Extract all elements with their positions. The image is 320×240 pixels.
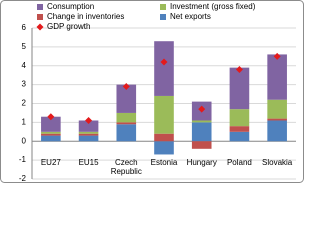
bar-segment xyxy=(116,84,137,113)
legend-label: GDP growth xyxy=(47,22,90,31)
legend-label: Change in inventories xyxy=(47,12,124,21)
y-tick-label: -1 xyxy=(19,155,27,164)
bar-segment xyxy=(267,120,287,142)
legend-swatch xyxy=(36,23,44,31)
gdp-marker xyxy=(122,83,130,91)
legend-swatch xyxy=(160,4,166,10)
legend-label: Net exports xyxy=(170,12,211,21)
bar-segment xyxy=(229,109,250,127)
bar-segment xyxy=(116,122,137,125)
bar-segment xyxy=(116,112,137,123)
bar-segment xyxy=(41,135,61,142)
y-tick-label: 4 xyxy=(22,61,27,70)
bar-segment xyxy=(191,120,212,123)
x-tick-label: Czech Republic xyxy=(111,158,142,176)
bar-segment xyxy=(154,41,174,96)
bar-segment xyxy=(78,120,99,132)
gdp-marker xyxy=(235,66,243,74)
bar-segment xyxy=(267,118,287,121)
legend-swatch xyxy=(37,14,43,20)
x-tick-label: Poland xyxy=(227,158,252,167)
bar-segment xyxy=(229,131,250,142)
legend-label: Investment (gross fixed) xyxy=(170,2,256,11)
y-tick-label: 6 xyxy=(22,23,27,32)
bar-segment xyxy=(191,141,212,149)
x-tick-label: Slovakia xyxy=(262,158,293,167)
y-tick-label: -2 xyxy=(19,174,27,183)
y-tick-label: 0 xyxy=(22,136,27,145)
bar-segment xyxy=(78,131,99,134)
gdp-marker xyxy=(273,52,281,60)
gdp-marker xyxy=(85,116,93,124)
legend-swatch xyxy=(37,4,43,10)
chart-frame xyxy=(0,0,304,183)
bar-segment xyxy=(41,116,61,132)
bar-segment xyxy=(116,124,137,142)
bar-segment xyxy=(41,133,61,136)
bar-segment xyxy=(41,131,61,134)
bar-segment xyxy=(229,126,250,132)
marks xyxy=(41,41,287,155)
y-tick-label: 5 xyxy=(22,42,27,51)
y-tick-label: 1 xyxy=(22,117,27,126)
bar-segment xyxy=(267,54,287,100)
gdp-marker xyxy=(160,58,168,66)
y-tick-label: 3 xyxy=(22,80,27,89)
gdp-marker xyxy=(47,113,55,121)
bar-segment xyxy=(267,99,287,119)
x-tick-label: Estonia xyxy=(151,158,178,167)
bar-segment xyxy=(154,95,174,134)
x-tick-label: EU27 xyxy=(41,158,62,167)
gdp-marker xyxy=(198,105,206,113)
x-tick-label: EU15 xyxy=(79,158,100,167)
bar-segment xyxy=(78,135,99,142)
bar-segment xyxy=(154,133,174,142)
y-tick-label: 2 xyxy=(22,99,27,108)
bar-segment xyxy=(229,67,250,110)
chart: -2 -1 0 1 2 3 4 5 6 EU27 EU15 Czech Republic Estonia H… xyxy=(0,0,304,183)
labels: -2 -1 0 1 2 3 4 5 6 EU27 EU15 Czech Republic Estonia H… xyxy=(19,2,293,183)
legend-swatch xyxy=(160,14,166,20)
legend-label: Consumption xyxy=(47,2,94,11)
bar-segment xyxy=(78,133,99,136)
bar-segment xyxy=(154,141,174,155)
x-tick-label: Hungary xyxy=(187,158,217,167)
bar-segment xyxy=(191,122,212,142)
